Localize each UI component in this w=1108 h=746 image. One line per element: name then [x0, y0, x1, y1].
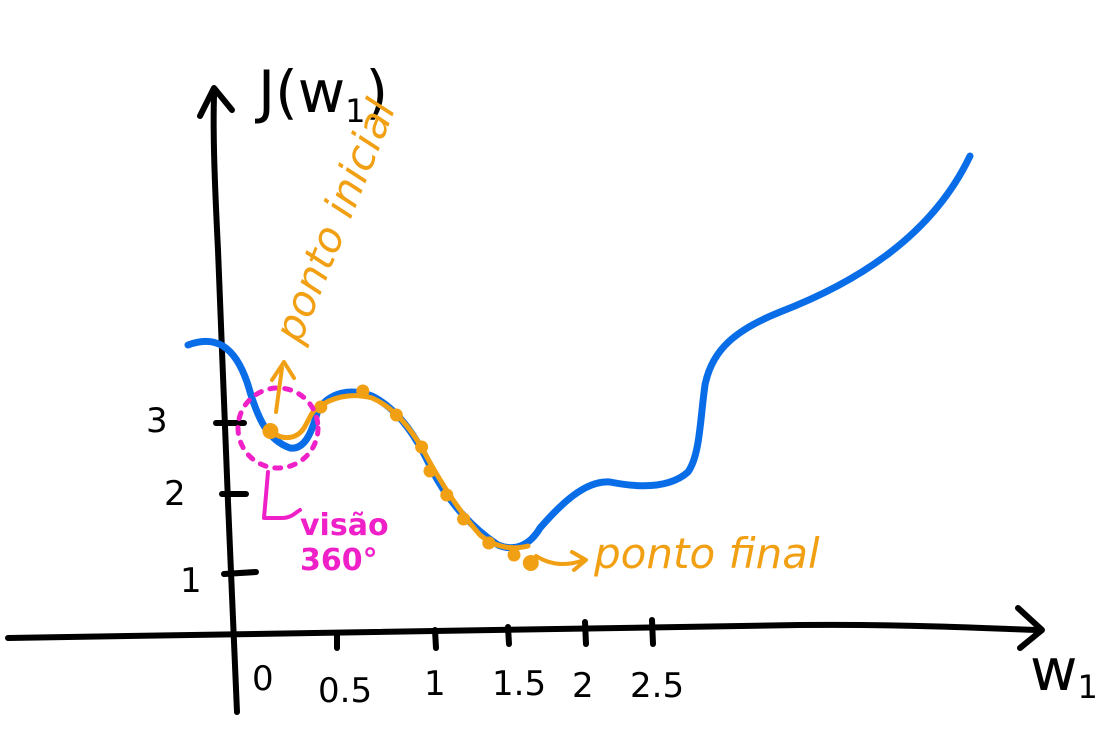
x-axis: [5, 621, 1041, 641]
x-tick-1: [432, 627, 439, 651]
descent-points: [262, 384, 539, 571]
y-tick-label-1: 1: [180, 561, 202, 601]
descent-point: [482, 536, 496, 550]
descent-point: [356, 384, 370, 398]
x-axis-label-main: w: [1030, 636, 1077, 704]
x-axis-label: w1: [1030, 636, 1098, 706]
y-axis-label-main: J(w: [255, 58, 345, 126]
end-label: ponto final: [593, 529, 820, 578]
x-tick-label-2: 2: [572, 666, 594, 706]
y-tick-label-3: 3: [146, 401, 168, 441]
x-tick-label-1-5: 1.5: [492, 664, 546, 704]
x-axis-arrowhead: [1015, 605, 1045, 651]
y-axis-label-sub: 1: [345, 92, 365, 130]
descent-point: [423, 464, 437, 478]
cost-curve: [184, 152, 974, 552]
descent-point: [457, 512, 471, 526]
descent-point: [415, 440, 429, 454]
x-tick-label-0-5: 0.5: [318, 671, 372, 711]
view-label-line1: visão: [300, 508, 389, 543]
y-tick-1: [221, 569, 259, 577]
y-axis-label-close: ): [366, 58, 389, 126]
x-tick-2-5: [649, 617, 656, 647]
y-axis-label: J(w1): [255, 58, 388, 130]
descent-point: [522, 555, 539, 571]
x-tick-label-2-5: 2.5: [630, 666, 684, 706]
descent-point: [314, 400, 328, 414]
y-tick-label-2: 2: [164, 474, 186, 514]
x-axis-label-sub: 1: [1077, 668, 1097, 706]
start-pointer: [270, 360, 296, 414]
descent-point: [507, 548, 521, 562]
descent-point: [389, 408, 403, 422]
y-axis: [210, 93, 240, 715]
x-tick-1-5: [505, 624, 512, 647]
x-tick-label-1: 1: [424, 664, 446, 704]
x-tick-label-0: 0: [252, 659, 274, 699]
descent-point: [440, 488, 454, 502]
descent-path: [269, 393, 531, 551]
end-pointer: [534, 550, 588, 572]
start-label: ponto inicial: [263, 92, 405, 350]
x-tick-2: [582, 619, 589, 647]
view-label-line2: 360°: [300, 543, 378, 578]
y-axis-arrowhead: [197, 85, 235, 119]
view-pointer: [262, 470, 302, 520]
descent-point: [262, 423, 279, 439]
